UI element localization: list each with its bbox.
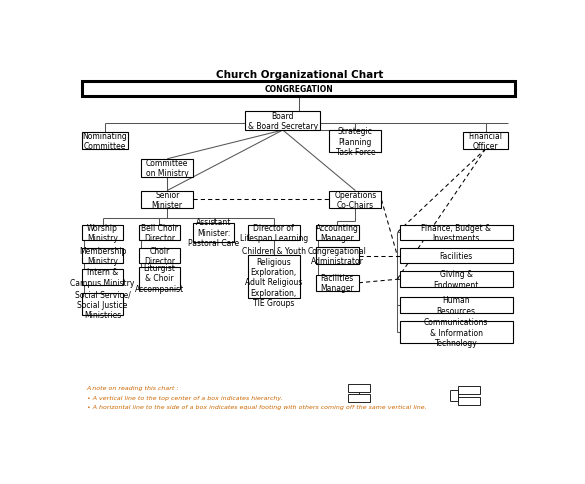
FancyBboxPatch shape (458, 397, 480, 406)
Text: Strategic
Planning
Task Force: Strategic Planning Task Force (336, 127, 375, 157)
Text: CONGREGATION: CONGREGATION (264, 85, 333, 94)
Text: Accounting
Manager: Accounting Manager (316, 223, 359, 242)
Text: Membership
Ministry: Membership Ministry (79, 246, 126, 266)
FancyBboxPatch shape (82, 225, 123, 241)
Text: Senior
Minister: Senior Minister (152, 190, 183, 210)
FancyBboxPatch shape (463, 133, 508, 150)
FancyBboxPatch shape (82, 133, 128, 150)
FancyBboxPatch shape (82, 249, 123, 263)
FancyBboxPatch shape (400, 225, 513, 241)
FancyBboxPatch shape (316, 225, 359, 241)
FancyBboxPatch shape (193, 223, 234, 242)
Text: Operations
Co-Chairs: Operations Co-Chairs (334, 190, 377, 210)
FancyBboxPatch shape (458, 386, 480, 394)
Text: Bell Choir
Director: Bell Choir Director (141, 223, 178, 242)
Text: A note on reading this chart :: A note on reading this chart : (87, 385, 179, 391)
Text: Liturgist
& Choir
Accompanist: Liturgist & Choir Accompanist (135, 263, 184, 293)
FancyBboxPatch shape (139, 249, 180, 263)
Text: Communications
& Information
Technology: Communications & Information Technology (424, 318, 488, 347)
Text: Assistant
Minister:
Pastoral Care: Assistant Minister: Pastoral Care (188, 218, 239, 248)
FancyBboxPatch shape (141, 159, 193, 177)
FancyBboxPatch shape (247, 256, 300, 299)
FancyBboxPatch shape (400, 249, 513, 263)
Text: Congregational
Administrator: Congregational Administrator (308, 246, 367, 266)
FancyBboxPatch shape (141, 191, 193, 209)
FancyBboxPatch shape (400, 321, 513, 343)
Text: Social Service/
Social Justice
Ministries: Social Service/ Social Justice Ministrie… (75, 289, 130, 319)
Text: Nominating
Committee: Nominating Committee (82, 131, 127, 151)
Text: Committee
on Ministry: Committee on Ministry (146, 159, 188, 178)
Text: Worship
Ministry: Worship Ministry (87, 223, 118, 242)
Text: Children & Youth
Religious
Exploration,
Adult Religious
Exploration,
TIE Groups: Children & Youth Religious Exploration, … (242, 246, 306, 307)
FancyBboxPatch shape (139, 268, 180, 289)
FancyBboxPatch shape (348, 384, 370, 392)
FancyBboxPatch shape (400, 298, 513, 313)
Text: • A horizontal line to the side of a box indicates equal footing with others com: • A horizontal line to the side of a box… (87, 404, 426, 409)
FancyBboxPatch shape (246, 111, 320, 131)
Text: • A vertical line to the top center of a box indicates hierarchy.: • A vertical line to the top center of a… (87, 395, 283, 400)
Text: Choir
Director: Choir Director (144, 246, 175, 266)
FancyBboxPatch shape (329, 131, 381, 153)
Text: Financial
Officer: Financial Officer (469, 131, 503, 151)
FancyBboxPatch shape (247, 225, 300, 241)
FancyBboxPatch shape (82, 294, 123, 315)
FancyBboxPatch shape (82, 82, 515, 97)
FancyBboxPatch shape (139, 225, 180, 241)
Text: Facilities: Facilities (439, 252, 473, 260)
FancyBboxPatch shape (316, 247, 359, 265)
FancyBboxPatch shape (400, 272, 513, 287)
Text: Finance, Budget &
Investments: Finance, Budget & Investments (421, 223, 491, 242)
Text: Board
& Board Secretary: Board & Board Secretary (248, 111, 318, 131)
FancyBboxPatch shape (329, 191, 381, 209)
Text: Facilities
Manager: Facilities Manager (321, 273, 354, 293)
Text: Human
Resources: Human Resources (437, 296, 476, 315)
FancyBboxPatch shape (82, 270, 123, 286)
Text: Giving &
Endowment: Giving & Endowment (433, 270, 479, 289)
FancyBboxPatch shape (348, 394, 370, 402)
Text: Intern &
Campus Ministry: Intern & Campus Ministry (70, 268, 135, 287)
Text: Church Organizational Chart: Church Organizational Chart (216, 70, 384, 80)
Text: Director of
Lifespan Learning: Director of Lifespan Learning (240, 223, 308, 242)
FancyBboxPatch shape (316, 275, 359, 291)
